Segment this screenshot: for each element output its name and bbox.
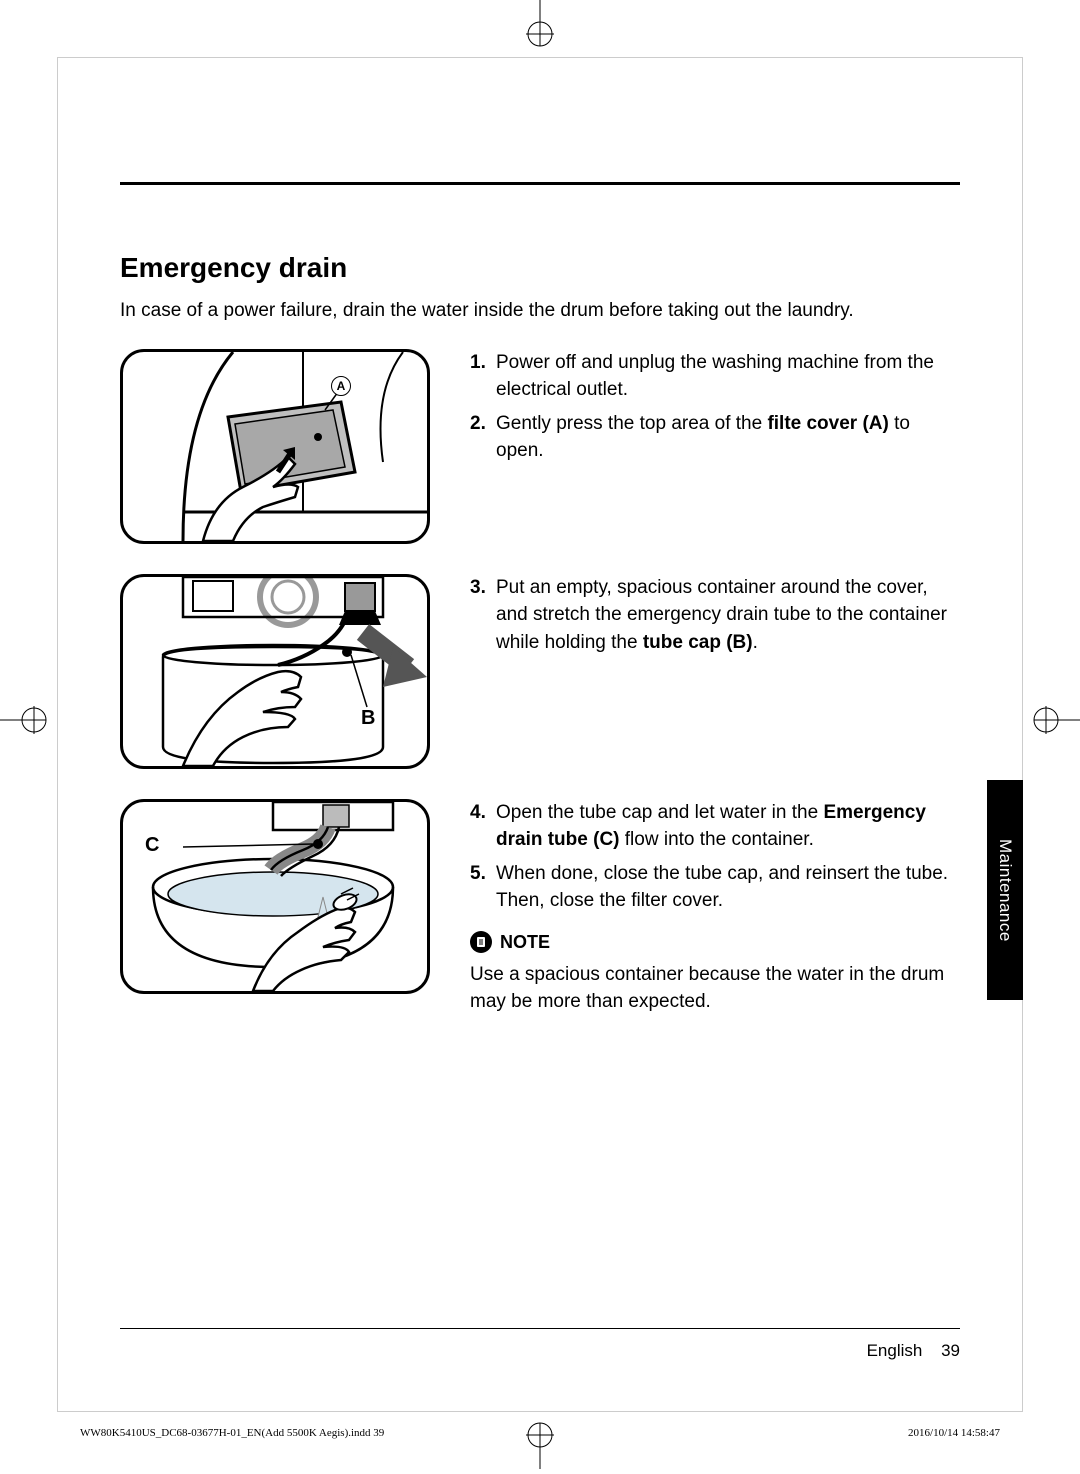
step-1-text: Power off and unplug the washing machine… <box>496 349 960 404</box>
figure-c: C <box>120 799 430 994</box>
step-4-text: Open the tube cap and let water in the E… <box>496 799 960 854</box>
steps-block-2: 3. Put an empty, spacious container arou… <box>470 574 960 769</box>
instruction-block-1: A 1. Power off and unplug the washing ma… <box>120 349 960 544</box>
print-meta-right: 2016/10/14 14:58:47 <box>908 1427 1000 1439</box>
crop-mark-bottom <box>510 1419 570 1469</box>
step-5: 5. When done, close the tube cap, and re… <box>470 860 960 915</box>
figure-a-label: A <box>331 376 351 396</box>
crop-mark-left <box>0 690 50 750</box>
steps-block-1: 1. Power off and unplug the washing mach… <box>470 349 960 544</box>
note-text: Use a spacious container because the wat… <box>470 961 960 1016</box>
step-2-num: 2. <box>470 410 496 465</box>
step-3: 3. Put an empty, spacious container arou… <box>470 574 960 657</box>
section-tab: Maintenance <box>987 780 1023 1000</box>
step-3-num: 3. <box>470 574 496 657</box>
page-content: Emergency drain In case of a power failu… <box>120 252 960 1349</box>
step-4: 4. Open the tube cap and let water in th… <box>470 799 960 854</box>
footer-language: English <box>867 1341 923 1360</box>
figure-a: A <box>120 349 430 544</box>
figure-b-label: B <box>361 707 375 730</box>
step-5-num: 5. <box>470 860 496 915</box>
step-1-num: 1. <box>470 349 496 404</box>
step-5-text: When done, close the tube cap, and reins… <box>496 860 960 915</box>
step-4-num: 4. <box>470 799 496 854</box>
footer-rule <box>120 1328 960 1329</box>
intro-text: In case of a power failure, drain the wa… <box>120 298 960 325</box>
steps-block-3: 4. Open the tube cap and let water in th… <box>470 799 960 1016</box>
crop-mark-top <box>510 0 570 50</box>
section-title: Emergency drain <box>120 252 960 284</box>
step-1: 1. Power off and unplug the washing mach… <box>470 349 960 404</box>
figure-b: B <box>120 574 430 769</box>
note-label: NOTE <box>500 929 550 955</box>
crop-mark-right <box>1030 690 1080 750</box>
figure-c-label: C <box>145 834 159 857</box>
step-2-text: Gently press the top area of the filte c… <box>496 410 960 465</box>
instruction-block-3: C 4. Open the tube cap and let water in … <box>120 799 960 1016</box>
instruction-block-2: B 3. Put an empty, spacious container ar… <box>120 574 960 769</box>
header-rule <box>120 182 960 185</box>
note-icon <box>470 931 492 953</box>
footer-text: English 39 <box>867 1341 960 1361</box>
note-header: NOTE <box>470 929 960 955</box>
print-meta-left: WW80K5410US_DC68-03677H-01_EN(Add 5500K … <box>80 1427 384 1439</box>
step-3-text: Put an empty, spacious container around … <box>496 574 960 657</box>
footer-page-number: 39 <box>941 1341 960 1360</box>
step-2: 2. Gently press the top area of the filt… <box>470 410 960 465</box>
